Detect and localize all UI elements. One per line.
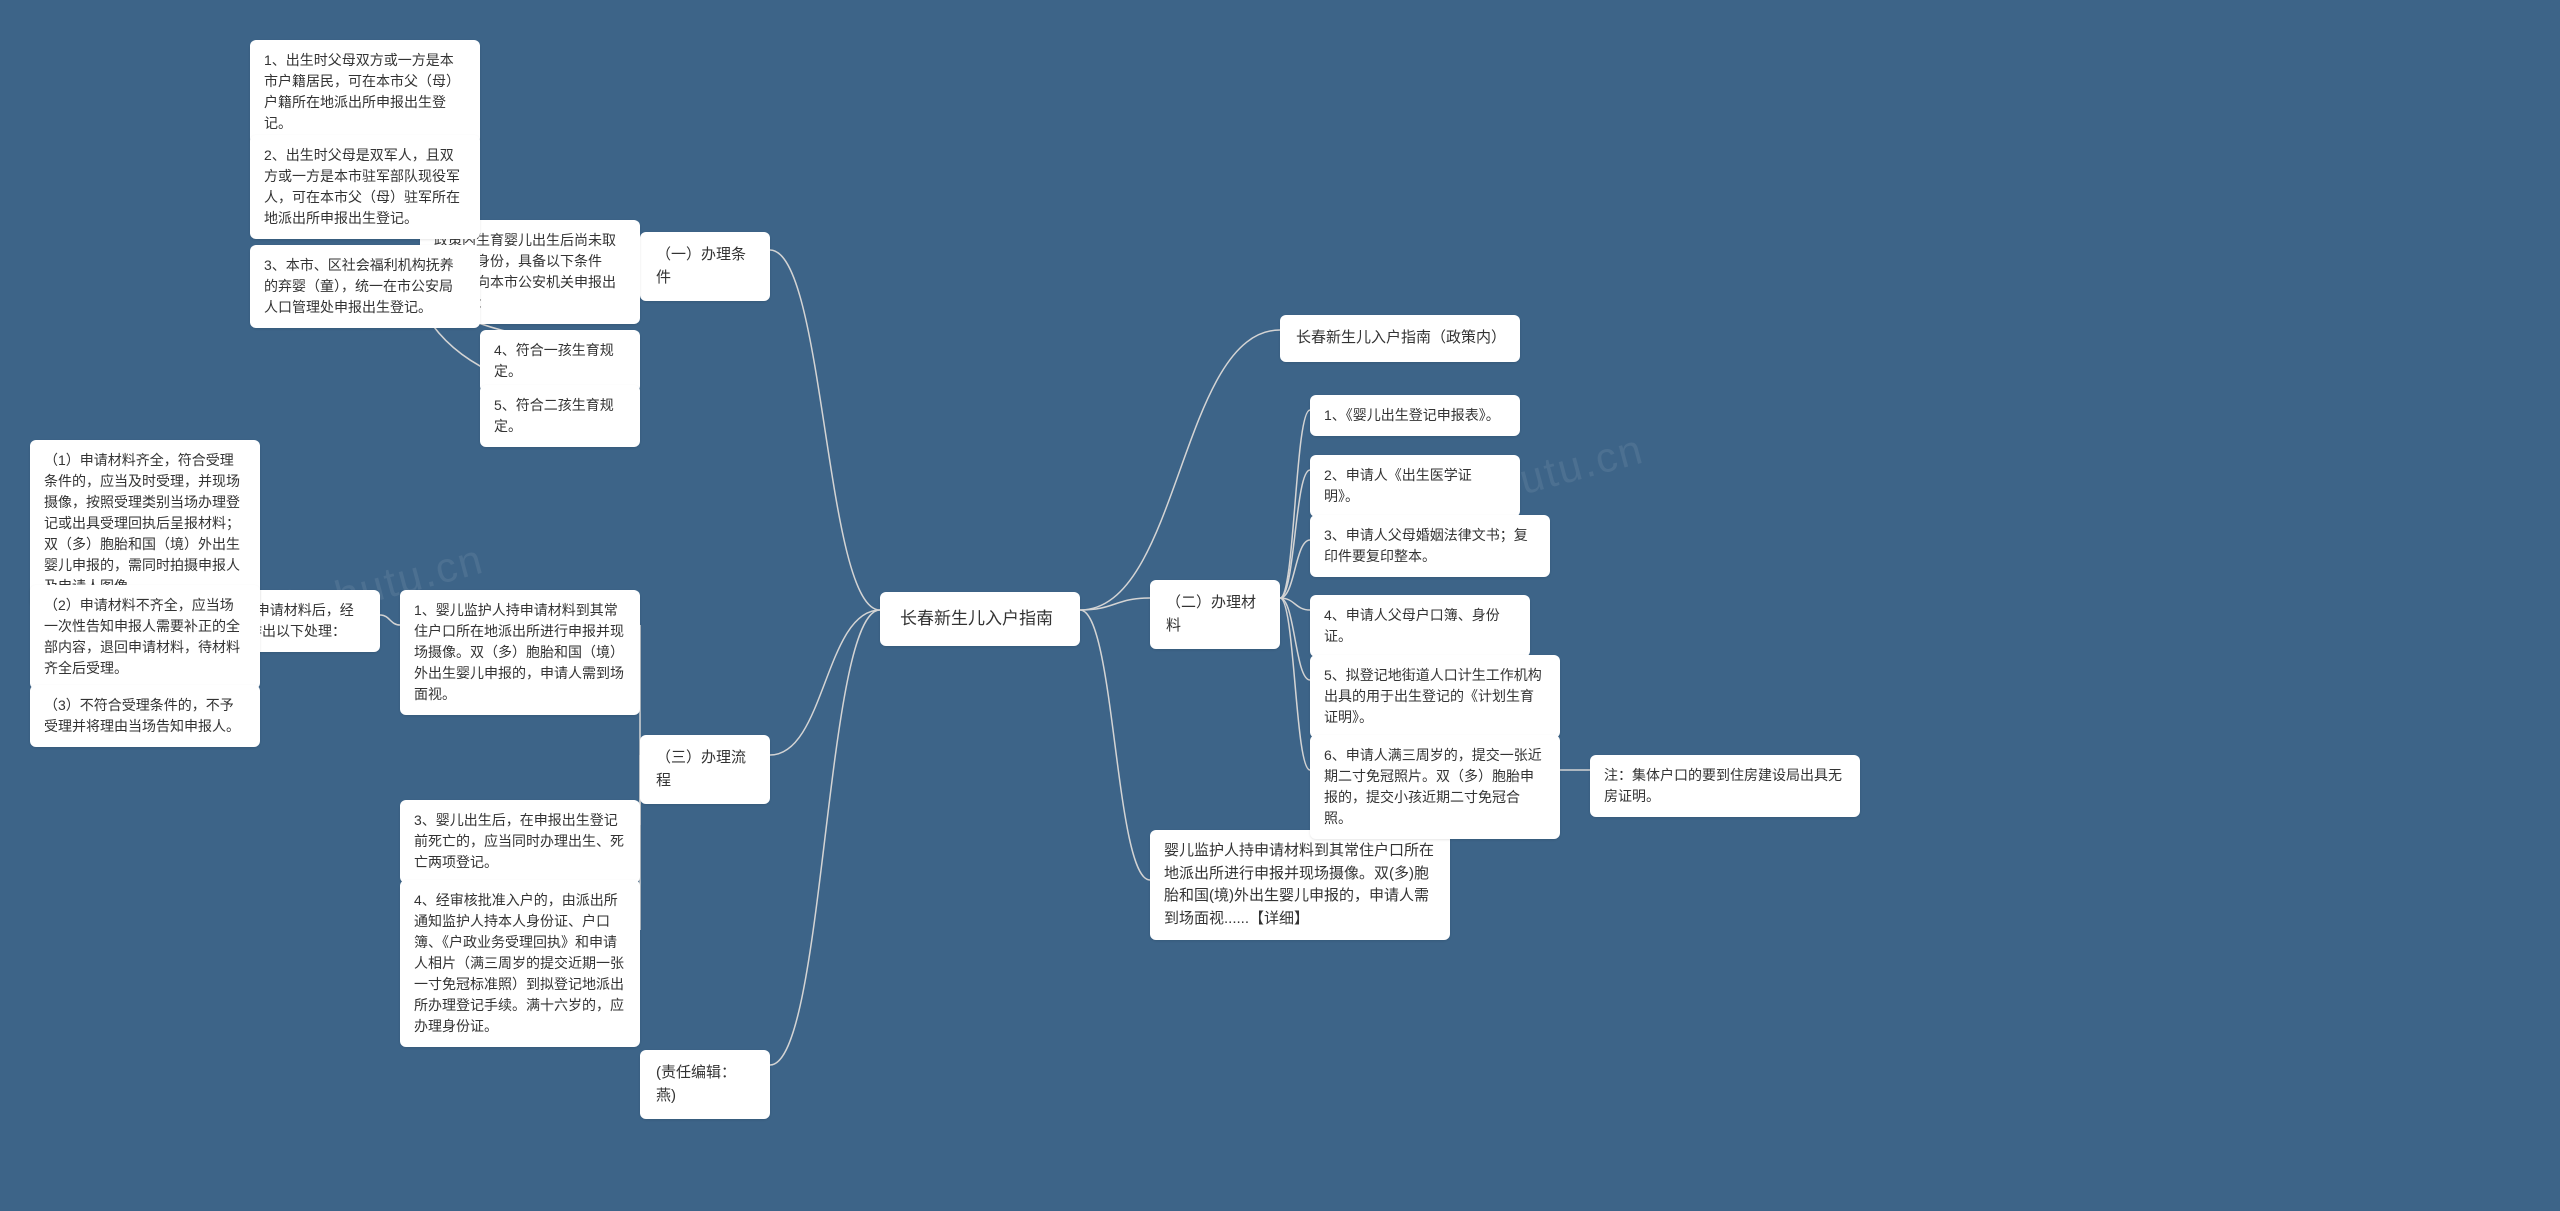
material-2[interactable]: 2、申请人《出生医学证明》。 (1310, 455, 1520, 517)
right-guardian-detail[interactable]: 婴儿监护人持申请材料到其常住户口所在地派出所进行申报并现场摄像。双(多)胞胎和国… (1150, 830, 1450, 940)
s1-item-1[interactable]: 1、出生时父母双方或一方是本市户籍居民，可在本市父（母）户籍所在地派出所申报出生… (250, 40, 480, 144)
s3-step-4[interactable]: 4、经审核批准入户的，由派出所通知监护人持本人身份证、户口簿、《户政业务受理回执… (400, 880, 640, 1047)
editor-credit: (责任编辑：燕) (640, 1050, 770, 1119)
material-6-note[interactable]: 注：集体户口的要到住房建设局出具无房证明。 (1590, 755, 1860, 817)
material-4[interactable]: 4、申请人父母户口簿、身份证。 (1310, 595, 1530, 657)
root-node[interactable]: 长春新生儿入户指南 (880, 592, 1080, 646)
s1-item-3[interactable]: 3、本市、区社会福利机构抚养的弃婴（童），统一在市公安局人口管理处申报出生登记。 (250, 245, 480, 328)
s3-step-3[interactable]: 3、婴儿出生后，在申报出生登记前死亡的，应当同时办理出生、死亡两项登记。 (400, 800, 640, 883)
s1-item-2[interactable]: 2、出生时父母是双军人，且双方或一方是本市驻军部队现役军人，可在本市父（母）驻军… (250, 135, 480, 239)
material-5[interactable]: 5、拟登记地街道人口计生工作机构出具的用于出生登记的《计划生育证明》。 (1310, 655, 1560, 738)
s3-step-2-sub-3[interactable]: （3）不符合受理条件的，不予受理并将理由当场告知申报人。 (30, 685, 260, 747)
s3-step-1[interactable]: 1、婴儿监护人持申请材料到其常住户口所在地派出所进行申报并现场摄像。双（多）胞胎… (400, 590, 640, 715)
s1-item-5[interactable]: 5、符合二孩生育规定。 (480, 385, 640, 447)
material-3[interactable]: 3、申请人父母婚姻法律文书；复印件要复印整本。 (1310, 515, 1550, 577)
section-1-conditions[interactable]: （一）办理条件 (640, 232, 770, 301)
s3-step-2-sub-1[interactable]: （1）申请材料齐全，符合受理条件的，应当及时受理，并现场摄像，按照受理类别当场办… (30, 440, 260, 607)
s3-step-2-sub-2[interactable]: （2）申请材料不齐全，应当场一次性告知申报人需要补正的全部内容，退回申请材料，待… (30, 585, 260, 689)
material-6[interactable]: 6、申请人满三周岁的，提交一张近期二寸免冠照片。双（多）胞胎申报的，提交小孩近期… (1310, 735, 1560, 839)
right-guide-policy[interactable]: 长春新生儿入户指南（政策内） (1280, 315, 1520, 362)
s1-item-4[interactable]: 4、符合一孩生育规定。 (480, 330, 640, 392)
material-1[interactable]: 1、《婴儿出生登记申报表》。 (1310, 395, 1520, 436)
section-2-materials[interactable]: （二）办理材料 (1150, 580, 1280, 649)
section-3-process[interactable]: （三）办理流程 (640, 735, 770, 804)
